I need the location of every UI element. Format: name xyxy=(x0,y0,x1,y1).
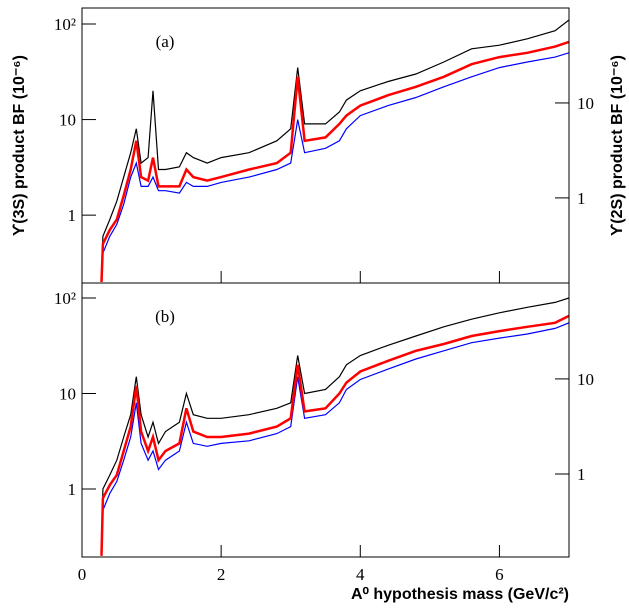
y-tick-label: 10 xyxy=(59,111,76,130)
x-tick-label: 0 xyxy=(78,565,87,584)
x-tick-label: 4 xyxy=(356,565,365,584)
x-axis-label: A⁰ hypothesis mass (GeV/c²) xyxy=(351,586,569,603)
data-line xyxy=(100,297,569,556)
data-line xyxy=(100,322,569,556)
y2-tick-label: 10 xyxy=(577,94,594,113)
y2-tick-label: 1 xyxy=(577,189,586,208)
data-line xyxy=(100,19,569,282)
y-tick-label: 1 xyxy=(68,206,77,225)
y2-tick-label: 1 xyxy=(577,465,586,484)
data-line xyxy=(100,314,569,556)
frame xyxy=(81,282,570,558)
y-tick-label: 10² xyxy=(54,15,76,34)
x-tick-label: 6 xyxy=(495,565,504,584)
y-axis-label: ϒ(3S) product BF (10⁻⁶) xyxy=(11,55,28,236)
y-tick-label: 10 xyxy=(59,384,76,403)
x-tick-label: 2 xyxy=(217,565,226,584)
y-tick-label: 10² xyxy=(54,289,76,308)
data-line xyxy=(100,40,569,282)
y2-tick-label: 10 xyxy=(577,370,594,389)
plot-area xyxy=(100,297,569,556)
panel-annotation: (b) xyxy=(155,307,175,326)
y-tick-label: 1 xyxy=(68,480,77,499)
plot-area xyxy=(100,19,569,282)
panel-annotation: (a) xyxy=(156,32,175,51)
y2-axis-label: ϒ(2S) product BF (10⁻⁶) xyxy=(609,55,626,236)
data-line xyxy=(100,52,569,282)
